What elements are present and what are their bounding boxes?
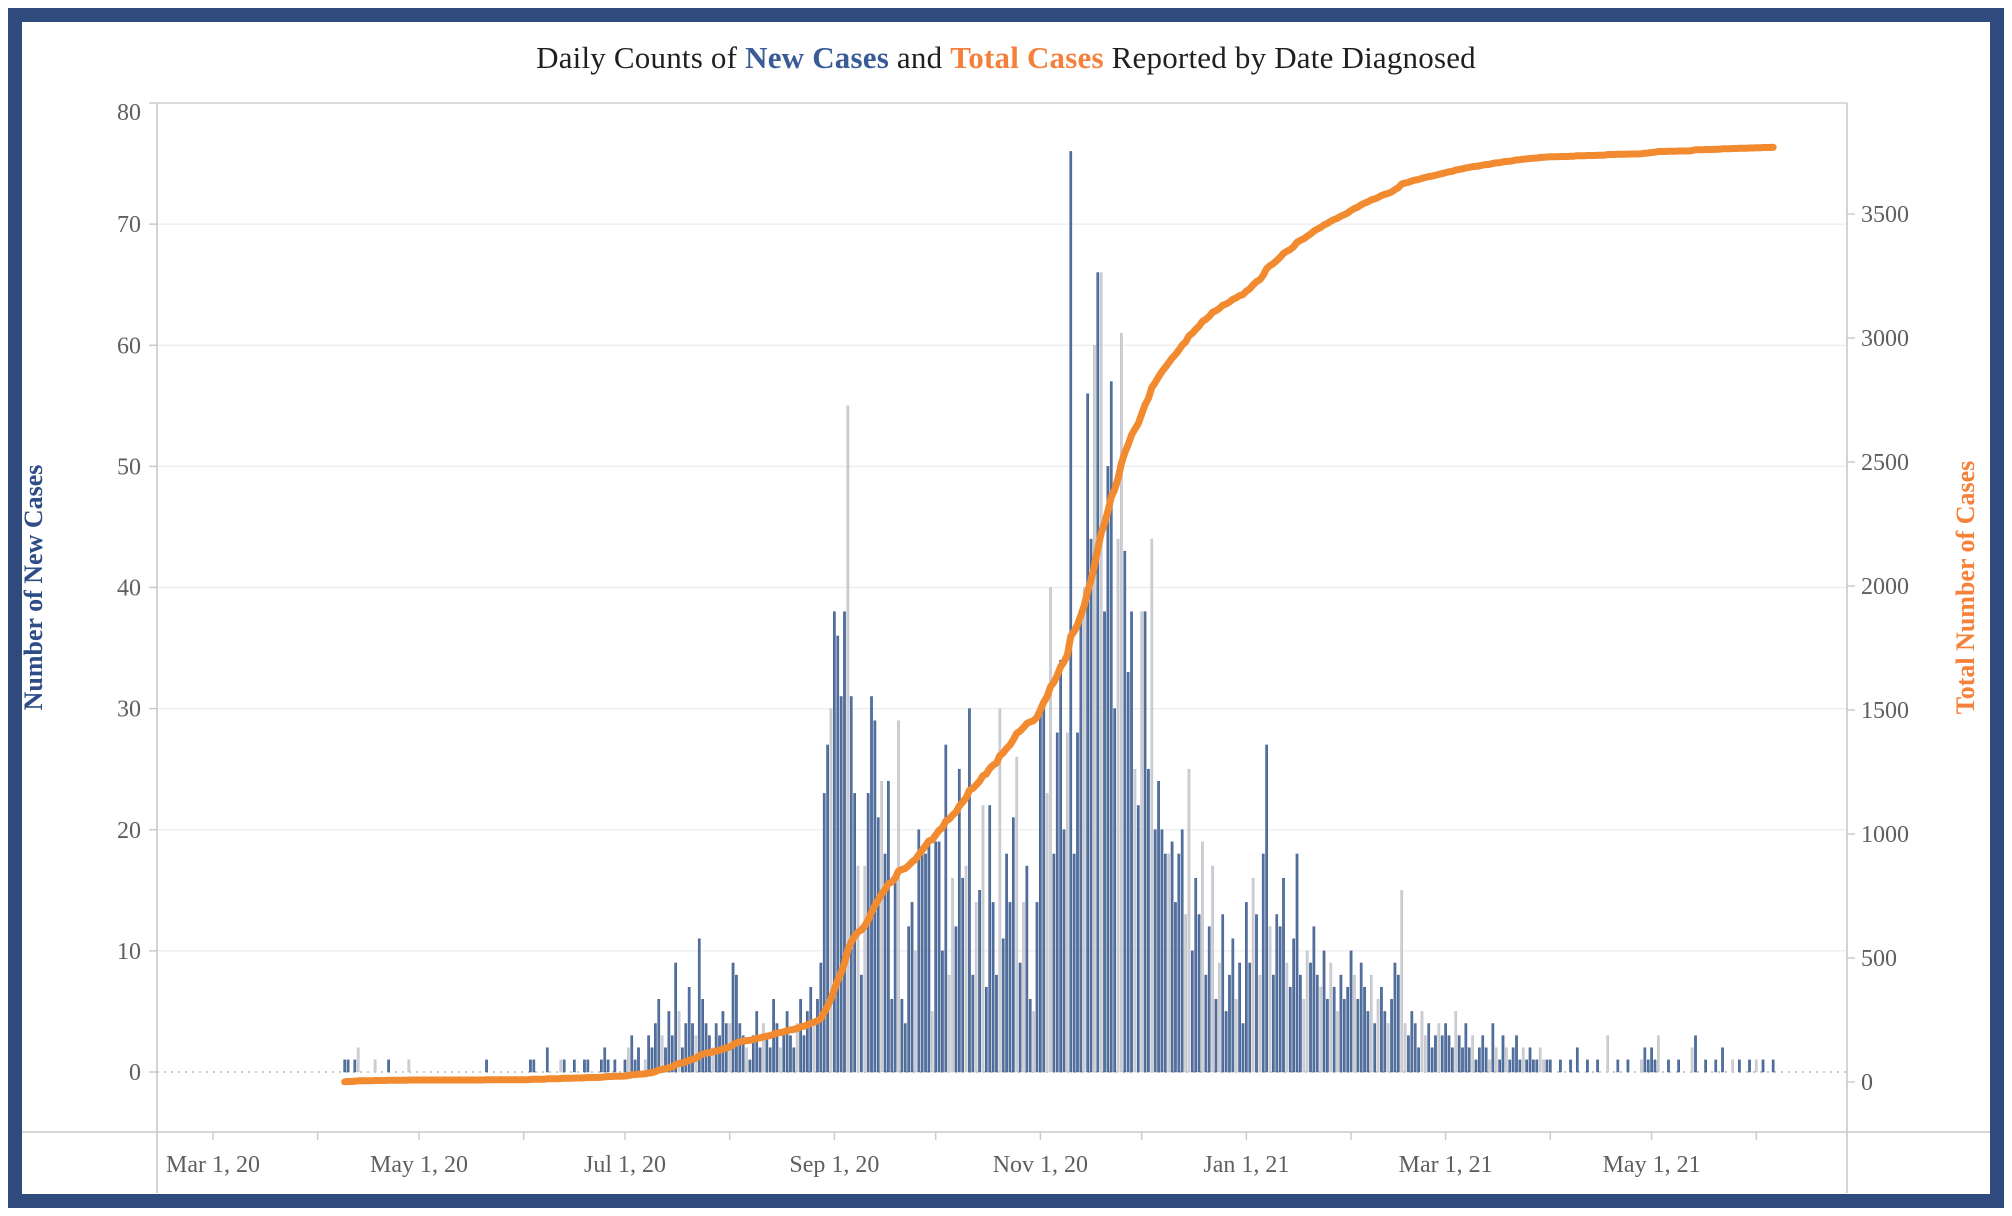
svg-text:500: 500 (1861, 946, 1897, 972)
total-cases-line (341, 143, 1777, 1086)
axes (22, 102, 1990, 1193)
svg-text:60: 60 (117, 333, 141, 359)
title-conjunction: and (888, 40, 951, 75)
svg-text:1500: 1500 (1861, 698, 1909, 724)
svg-text:Nov 1, 20: Nov 1, 20 (993, 1152, 1088, 1178)
tick-labels: 0 10 20 30 40 50 60 70 80 0 500 1000 1500 2000 2500 300… (19, 100, 1980, 1178)
gridlines (157, 223, 1847, 1073)
total-cases-path (341, 143, 1777, 1086)
svg-text:2500: 2500 (1861, 450, 1909, 476)
title-suffix: Reported by Date Diagnosed (1103, 40, 1476, 75)
svg-text:1000: 1000 (1861, 822, 1909, 848)
svg-text:50: 50 (117, 454, 141, 480)
svg-text:Mar 1, 20: Mar 1, 20 (166, 1152, 260, 1178)
svg-text:Jul 1, 20: Jul 1, 20 (584, 1152, 666, 1178)
right-axis-title: Total Number of Cases (1951, 461, 1980, 715)
svg-text:Jan 1, 21: Jan 1, 21 (1203, 1152, 1289, 1178)
svg-text:80: 80 (117, 100, 141, 126)
title-total-cases: Total Cases (950, 40, 1104, 75)
svg-text:30: 30 (117, 697, 141, 723)
svg-text:3000: 3000 (1861, 326, 1909, 352)
svg-text:Mar 1, 21: Mar 1, 21 (1399, 1152, 1493, 1178)
chart-title: Daily Counts of New Cases and Total Case… (22, 22, 1990, 94)
svg-text:70: 70 (117, 212, 141, 238)
svg-text:Sep 1, 20: Sep 1, 20 (789, 1152, 879, 1178)
svg-text:May 1, 20: May 1, 20 (370, 1152, 468, 1178)
left-axis-title: Number of New Cases (19, 465, 48, 711)
svg-text:0: 0 (129, 1060, 141, 1086)
svg-text:40: 40 (117, 576, 141, 602)
title-new-cases: New Cases (745, 40, 889, 75)
title-prefix: Daily Counts of (536, 40, 746, 75)
svg-text:20: 20 (117, 818, 141, 844)
svg-text:3500: 3500 (1861, 202, 1909, 228)
new-cases-bars (343, 151, 1775, 1073)
svg-text:May 1, 21: May 1, 21 (1603, 1152, 1701, 1178)
svg-text:2000: 2000 (1861, 574, 1909, 600)
svg-text:0: 0 (1861, 1070, 1873, 1096)
svg-text:10: 10 (117, 939, 141, 965)
